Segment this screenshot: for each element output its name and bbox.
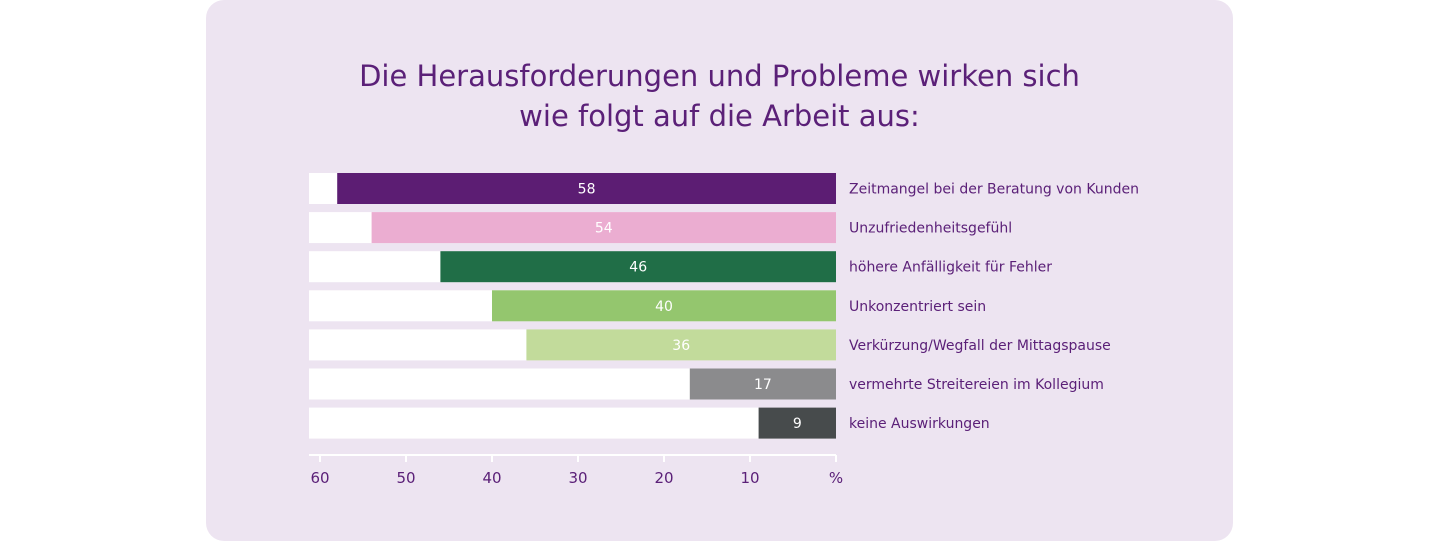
- bar-value-label: 36: [672, 338, 690, 354]
- category-label: vermehrte Streitereien im Kollegium: [849, 377, 1104, 393]
- category-label: Verkürzung/Wegfall der Mittagspause: [849, 338, 1111, 354]
- bar: [371, 212, 836, 244]
- bar-value-label: 17: [754, 377, 772, 393]
- bar: [689, 368, 836, 400]
- chart-title-line-1: Die Herausforderungen und Probleme wirke…: [359, 59, 1080, 93]
- bar-value-label: 58: [578, 182, 596, 198]
- category-label: Unkonzentriert sein: [849, 299, 986, 315]
- bar-value-label: 9: [793, 416, 802, 432]
- category-label: Unzufriedenheitsgefühl: [849, 221, 1012, 237]
- bar: [440, 251, 836, 283]
- chart-title-line-2: wie folgt auf die Arbeit aus:: [519, 99, 920, 133]
- bar-value-label: 54: [595, 221, 613, 237]
- bar: [758, 407, 836, 439]
- x-tick-label: 40: [482, 469, 501, 487]
- bar: [337, 173, 836, 204]
- x-tick-label: 50: [396, 469, 415, 487]
- bar-value-label: 46: [629, 260, 647, 276]
- category-label: keine Auswirkungen: [849, 416, 990, 432]
- x-tick-label: 10: [740, 469, 759, 487]
- category-label: höhere Anfälligkeit für Fehler: [849, 260, 1052, 276]
- category-label: Zeitmangel bei der Beratung von Kunden: [849, 182, 1139, 198]
- x-tick-label: 20: [654, 469, 673, 487]
- bar-track: [309, 407, 836, 439]
- bar: [526, 329, 836, 361]
- x-unit-label: %: [829, 469, 843, 487]
- x-tick-label: 60: [310, 469, 329, 487]
- bar: [492, 290, 836, 322]
- x-tick-label: 30: [568, 469, 587, 487]
- chart-title: Die Herausforderungen und Probleme wirke…: [206, 56, 1233, 136]
- bar-value-label: 40: [655, 299, 673, 315]
